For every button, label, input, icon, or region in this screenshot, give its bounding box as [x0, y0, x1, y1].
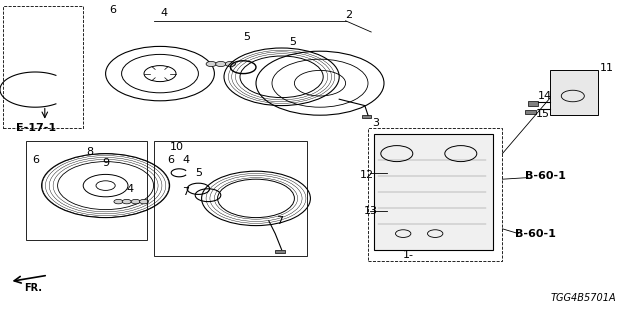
- Text: TGG4B5701A: TGG4B5701A: [550, 293, 616, 303]
- Text: 4: 4: [160, 8, 167, 18]
- Circle shape: [216, 61, 226, 67]
- Text: 14: 14: [538, 91, 552, 101]
- Text: B-60-1: B-60-1: [515, 229, 556, 239]
- Text: FR.: FR.: [24, 283, 42, 293]
- Text: 2: 2: [346, 10, 353, 20]
- Text: 4: 4: [127, 184, 134, 194]
- Text: 11: 11: [600, 63, 614, 73]
- Circle shape: [122, 199, 131, 204]
- Bar: [528, 101, 538, 106]
- Text: 4: 4: [182, 155, 189, 165]
- Text: 5: 5: [289, 37, 296, 47]
- Polygon shape: [374, 134, 493, 250]
- Text: 3: 3: [372, 118, 380, 128]
- Circle shape: [206, 61, 216, 67]
- Circle shape: [131, 199, 140, 204]
- Text: 8: 8: [86, 147, 93, 157]
- Text: 10: 10: [170, 142, 184, 152]
- Circle shape: [140, 199, 148, 204]
- Text: 5: 5: [243, 32, 250, 42]
- Text: 9: 9: [102, 158, 109, 168]
- Bar: [525, 110, 536, 114]
- Circle shape: [114, 199, 123, 204]
- Text: 7: 7: [182, 187, 189, 197]
- Text: B-60-1: B-60-1: [525, 171, 566, 181]
- Text: 12: 12: [360, 170, 374, 180]
- Polygon shape: [550, 70, 598, 115]
- Text: 5: 5: [195, 168, 202, 178]
- Text: 1-: 1-: [403, 250, 414, 260]
- Bar: [362, 115, 371, 118]
- Text: E-17-1: E-17-1: [16, 123, 56, 133]
- Text: 13: 13: [364, 206, 378, 216]
- Text: 7: 7: [276, 216, 284, 226]
- Text: 6: 6: [32, 155, 39, 165]
- Text: 15: 15: [536, 109, 550, 119]
- Circle shape: [225, 61, 236, 67]
- Text: 6: 6: [109, 5, 116, 15]
- Bar: [275, 250, 285, 253]
- Text: 6: 6: [168, 155, 175, 165]
